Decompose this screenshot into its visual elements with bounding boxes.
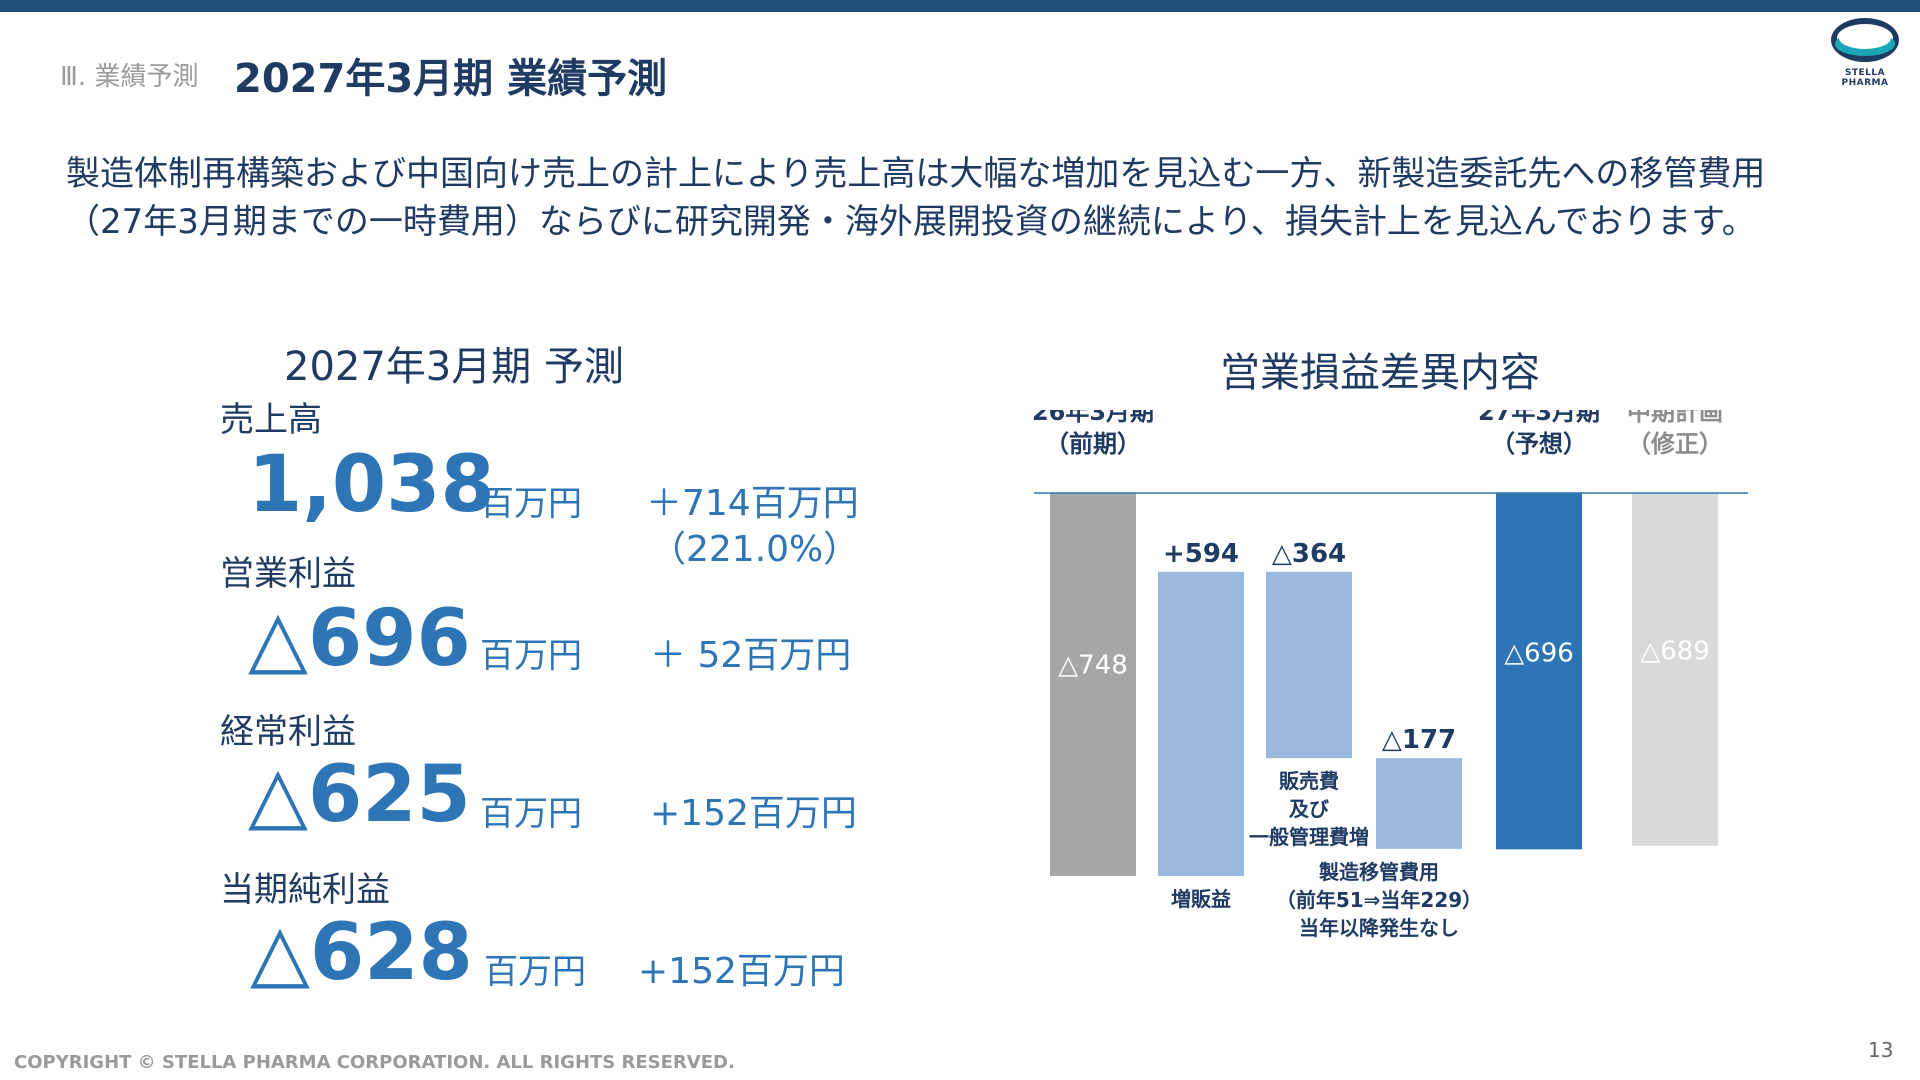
metric-unit: 百万円 — [480, 636, 582, 676]
metric-value-net: △628 — [250, 908, 473, 998]
metric-change-operating: ＋ 52百万円 — [650, 635, 852, 676]
category-label: 27年3月期 — [1478, 410, 1600, 426]
bar-3 — [1376, 758, 1462, 849]
bar-4 — [1496, 493, 1582, 850]
page-number: 13 — [1868, 1038, 1894, 1062]
top-banner — [0, 0, 1920, 12]
metric-change-sales: ＋714百万円 — [646, 483, 859, 524]
category-label: （予想） — [1491, 430, 1587, 458]
bar-1 — [1158, 571, 1244, 876]
bar-value-label: △177 — [1382, 725, 1456, 755]
section-label: Ⅲ. 業績予測 — [60, 62, 199, 92]
logo-text: STELLA PHARMA — [1841, 68, 1889, 88]
bar-value-label: △364 — [1272, 539, 1346, 569]
metric-unit: 百万円 — [480, 484, 582, 524]
logo-mark-icon — [1831, 18, 1899, 62]
metric-value-ordinary: △625 — [248, 750, 471, 840]
metric-ratio-sales: （221.0%） — [650, 529, 860, 570]
bar-value-label: △696 — [1504, 638, 1574, 668]
metric-value-sales: 1,038 — [248, 440, 495, 530]
metric-label-net: 当期純利益 — [220, 870, 390, 910]
metric-label-operating: 営業利益 — [220, 554, 356, 594]
category-note: （前年51⇒当年229） — [1276, 888, 1482, 912]
bar-value-label: △689 — [1640, 637, 1710, 667]
metric-unit: 百万円 — [480, 794, 582, 834]
category-label: （修正） — [1627, 430, 1723, 458]
category-label: 中期計画 — [1627, 410, 1723, 426]
category-note: 増販益 — [1171, 887, 1231, 911]
category-note: 製造移管費用 — [1319, 860, 1439, 884]
metric-label-sales: 売上高 — [220, 400, 322, 440]
metric-value-operating: △696 — [248, 594, 471, 684]
bar-2 — [1266, 571, 1352, 759]
lead-line: 製造体制再構築および中国向け売上の計上により売上高は大幅な増加を見込む一方、新製… — [66, 154, 1766, 194]
forecast-heading: 2027年3月期 予測 — [284, 344, 624, 390]
metric-label-ordinary: 経常利益 — [220, 712, 356, 752]
category-note: 販売費 — [1279, 769, 1339, 793]
category-note: 一般管理費増 — [1249, 825, 1369, 849]
lead-line: （27年3月期までの一時費用）ならびに研究開発・海外展開投資の継続により、損失計… — [66, 202, 1756, 242]
page-title: 2027年3月期 業績予測 — [234, 56, 668, 102]
copyright: COPYRIGHT © STELLA PHARMA CORPORATION. A… — [14, 1052, 735, 1073]
company-logo: STELLA PHARMA — [1820, 14, 1910, 88]
metric-change-ordinary: +152百万円 — [650, 793, 857, 834]
bar-5 — [1632, 493, 1718, 846]
lead-paragraph: 製造体制再構築および中国向け売上の計上により売上高は大幅な増加を見込む一方、新製… — [66, 150, 1866, 246]
chart-title: 営業損益差異内容 — [1220, 350, 1540, 396]
category-label: 26年3月期 — [1032, 410, 1154, 426]
category-note: 当年以降発生なし — [1299, 916, 1459, 940]
category-label: （前期） — [1045, 430, 1141, 458]
waterfall-chart: △748 26年3月期 （前期） +594 増販益 △364 販売費及び一般管理費増 △177… — [1020, 398, 1770, 1050]
metric-unit: 百万円 — [484, 952, 586, 992]
bar-value-label: △748 — [1058, 650, 1128, 680]
bar-value-label: +594 — [1163, 539, 1239, 569]
bar-0 — [1050, 493, 1136, 876]
category-note: 及び — [1289, 797, 1330, 821]
metric-change-net: +152百万円 — [638, 951, 845, 992]
